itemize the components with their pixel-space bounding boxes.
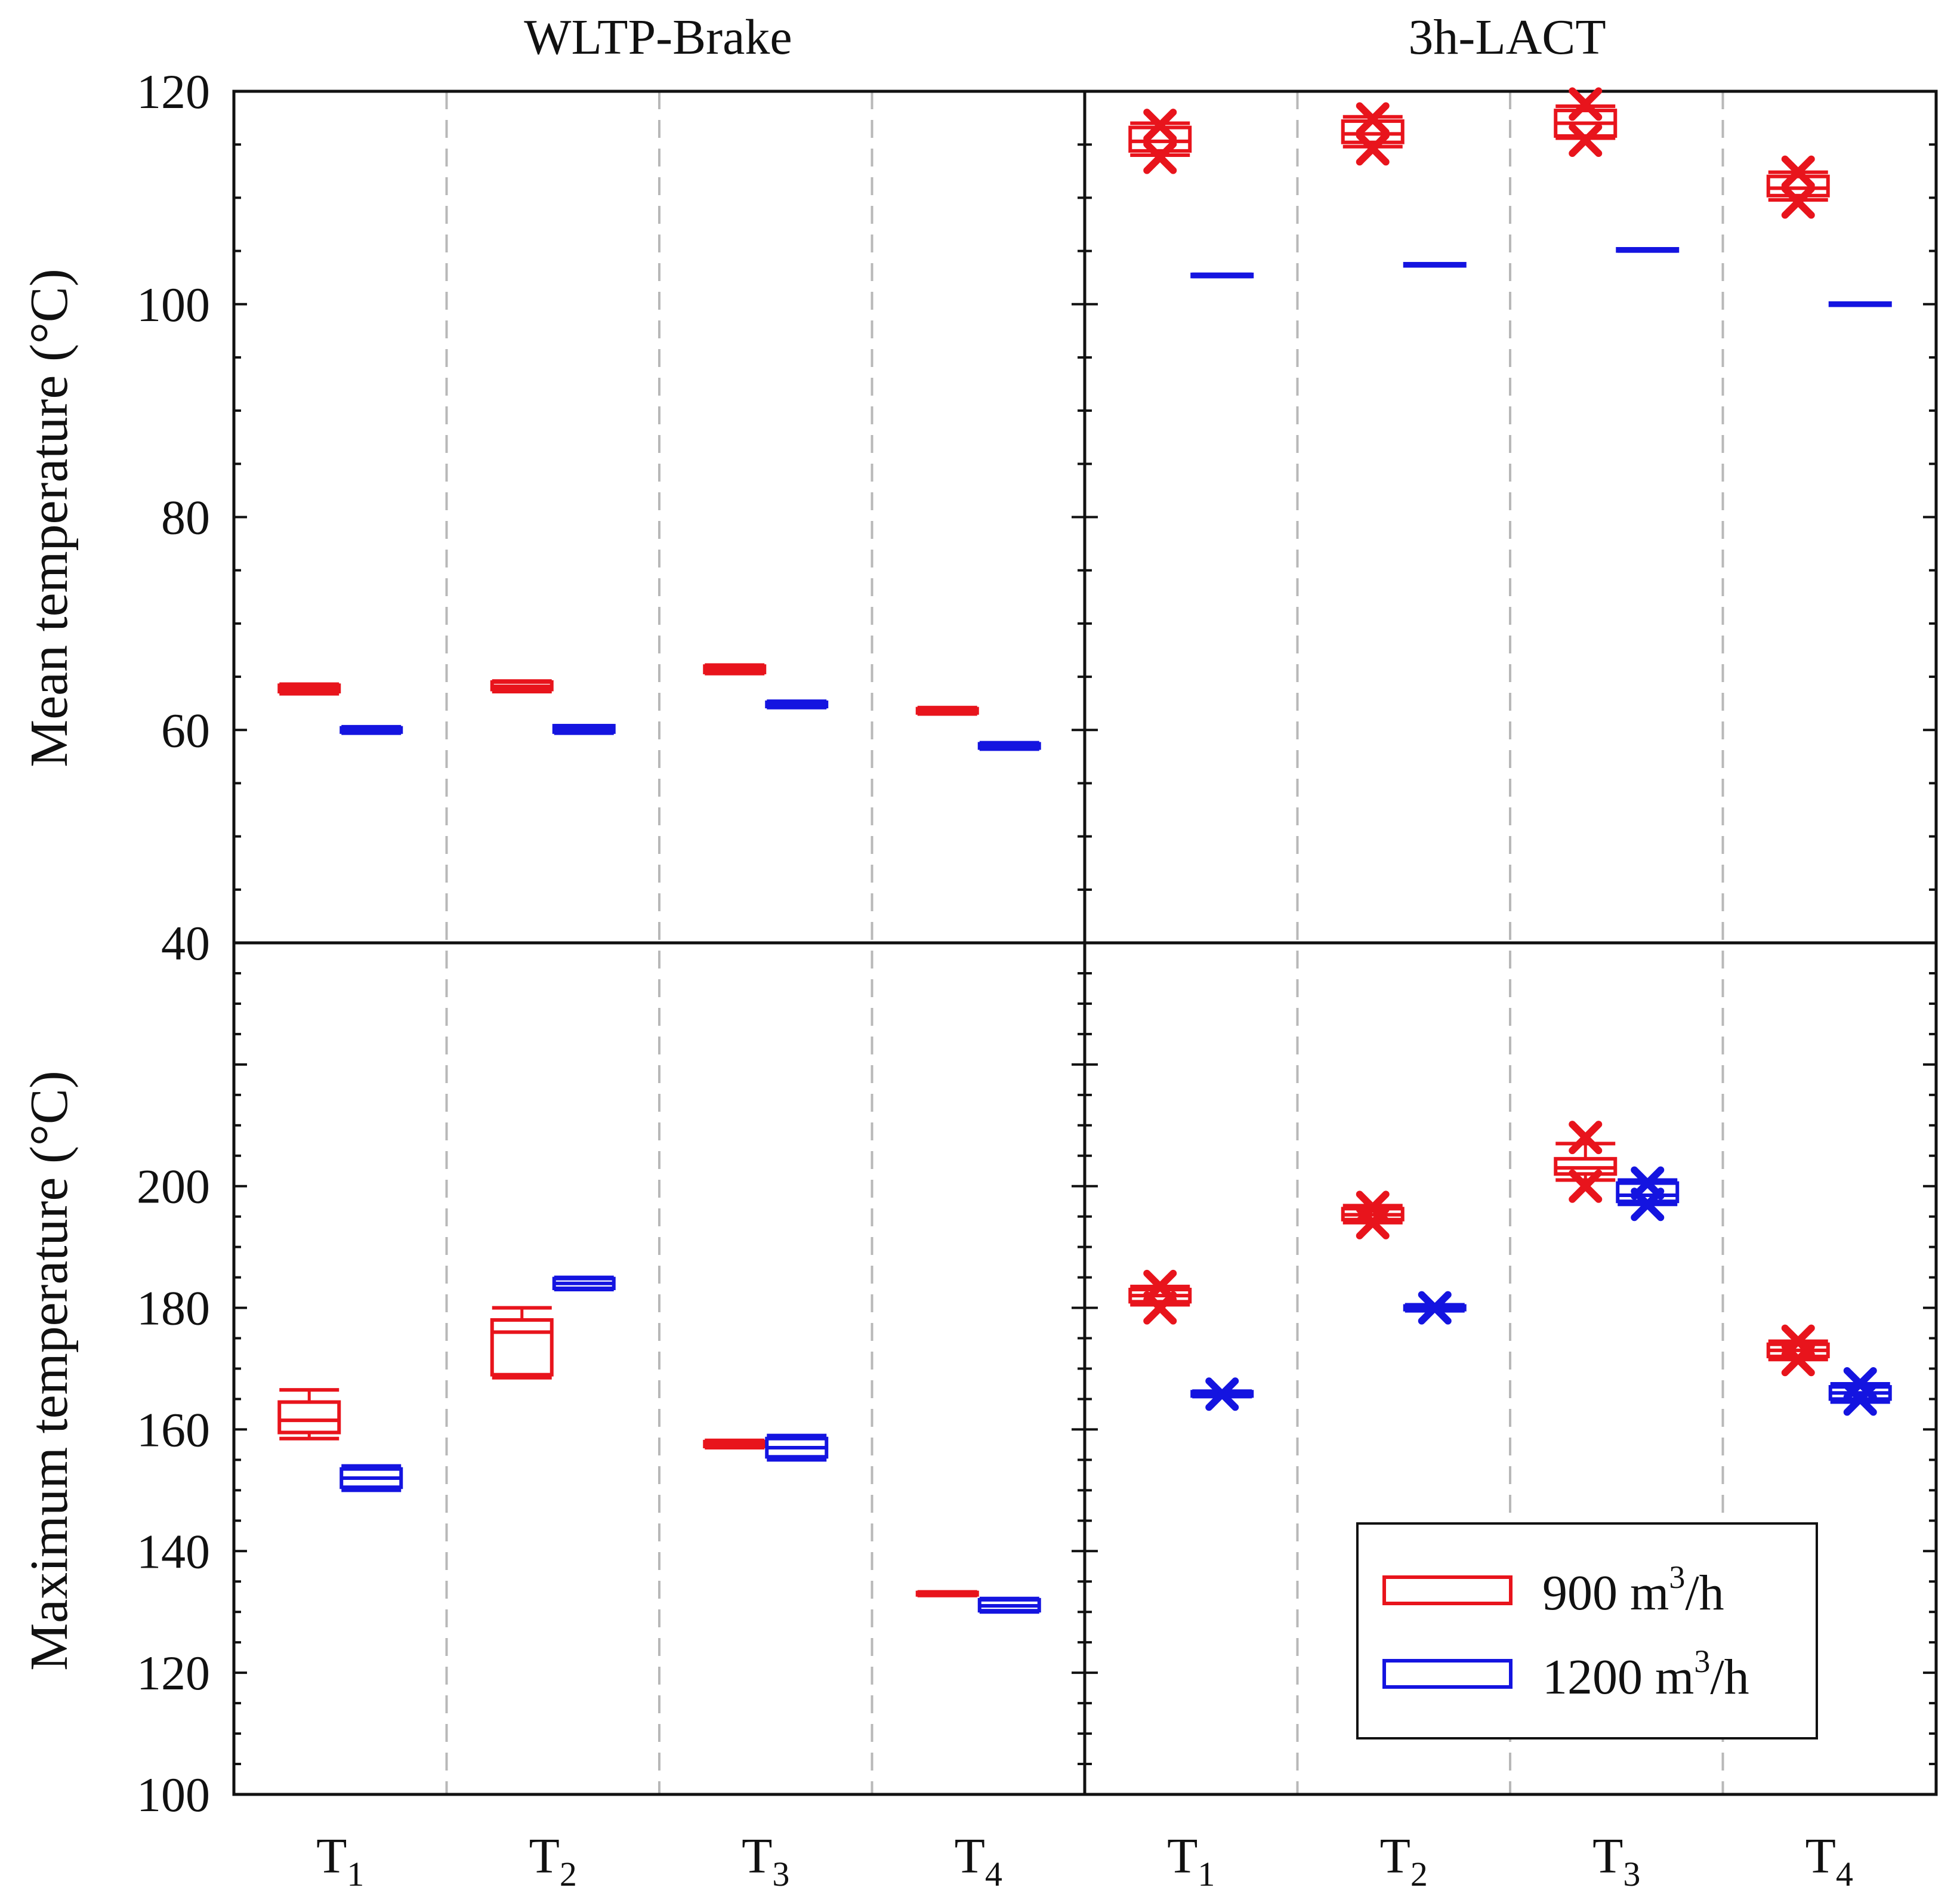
mean-box-7-series-1: [1554, 87, 1618, 158]
mean-box-3-series-1: [703, 663, 767, 676]
outlier-marker: [1356, 102, 1390, 136]
y-tick-label: 160: [137, 1402, 210, 1457]
outlier-marker: [1569, 124, 1603, 158]
column-title-lact: 3h-LACT: [1408, 10, 1606, 65]
max-box-7-series-1: [1554, 1121, 1618, 1203]
mean-box-8-series-1: [1766, 155, 1830, 219]
y-tick-label: 200: [137, 1159, 210, 1214]
plot-frame: [232, 90, 1938, 1796]
x-tick-label: T2: [1380, 1828, 1428, 1893]
y-tick-label: 120: [137, 1646, 210, 1700]
max-box-5-series-1: [1128, 1269, 1192, 1325]
max-box-6-series-2: [1403, 1291, 1467, 1325]
outlier-marker: [1356, 132, 1390, 166]
mean-box-6-series-2: [1403, 261, 1467, 268]
y-tick-label: 100: [137, 1768, 210, 1822]
mean-box-5-series-2: [1190, 272, 1254, 279]
mean-box-2-series-2: [552, 724, 616, 735]
mean-box-8-series-2: [1828, 301, 1892, 307]
y-tick-label: 60: [161, 703, 210, 757]
y-tick-label: 80: [161, 491, 210, 545]
max-box-6-series-1: [1341, 1190, 1405, 1239]
outlier-marker: [1569, 87, 1603, 121]
x-tick-label: T4: [955, 1828, 1002, 1893]
mean-box-2-series-1: [490, 679, 554, 694]
mean-box-3-series-2: [765, 699, 829, 710]
legend-label-1200: 1200 m3/h: [1542, 1643, 1749, 1705]
max-box-4-series-1: [915, 1590, 979, 1597]
outlier-marker: [1143, 1269, 1177, 1303]
max-box-4-series-2: [977, 1596, 1041, 1614]
y-tick-label: 180: [137, 1281, 210, 1336]
max-box-3-series-2: [765, 1433, 829, 1462]
max-box-5-series-2: [1190, 1377, 1254, 1411]
y-tick-label: 140: [137, 1524, 210, 1578]
max-box-2-series-2: [552, 1275, 616, 1291]
outlier-marker: [1418, 1291, 1452, 1325]
outlier-marker: [1356, 1190, 1390, 1225]
outlier-marker: [1569, 1169, 1603, 1203]
box-body: [277, 1400, 341, 1435]
axis-labels: WLTP-Brake 3h-LACT Mean temperature (°C)…: [20, 10, 1853, 1893]
outlier-marker: [1781, 185, 1815, 219]
outlier-marker: [1781, 155, 1815, 189]
outlier-marker: [1143, 109, 1177, 143]
legend-swatch-1200: [1382, 1659, 1513, 1689]
y-tick-label: 100: [137, 277, 210, 332]
legend-label-900: 900 m3/h: [1542, 1559, 1724, 1621]
outlier-marker: [1205, 1377, 1239, 1411]
box-marks: [277, 87, 1892, 1614]
column-title-wltp: WLTP-Brake: [524, 10, 792, 65]
mean-box-4-series-1: [915, 705, 979, 716]
x-tick-label: T3: [742, 1828, 789, 1893]
x-tick-label: T3: [1592, 1828, 1640, 1893]
y-tick-label: 40: [161, 916, 210, 970]
outlier-marker: [1569, 1121, 1603, 1155]
column-separators: [445, 91, 1724, 1794]
outlier-marker: [1843, 1367, 1877, 1401]
max-box-1-series-1: [277, 1388, 341, 1441]
y-tick-label: 120: [137, 64, 210, 119]
legend: 900 m3/h 1200 m3/h: [1356, 1522, 1818, 1739]
mean-box-1-series-1: [277, 682, 341, 696]
x-tick-label: T1: [316, 1828, 364, 1893]
max-box-2-series-1: [490, 1306, 554, 1380]
outlier-marker: [1631, 1166, 1665, 1200]
bottom-y-axis-label: Maximum temperature (°C): [20, 1071, 79, 1671]
x-tick-label: T4: [1805, 1828, 1853, 1893]
legend-swatch-900: [1382, 1575, 1513, 1605]
legend-box: [1356, 1522, 1818, 1739]
max-box-8-series-2: [1828, 1367, 1892, 1416]
x-tick-label: T2: [529, 1828, 577, 1893]
max-box-1-series-2: [339, 1464, 403, 1492]
max-box-7-series-2: [1616, 1166, 1680, 1222]
max-box-8-series-1: [1766, 1324, 1830, 1377]
mean-box-6-series-1: [1341, 102, 1405, 166]
mean-box-7-series-2: [1616, 246, 1680, 253]
max-box-3-series-1: [703, 1438, 767, 1450]
x-tick-label: T1: [1167, 1828, 1215, 1893]
outlier-marker: [1781, 1324, 1815, 1358]
outlier-marker: [1143, 140, 1177, 174]
mean-box-4-series-2: [977, 741, 1041, 751]
top-y-axis-label: Mean temperature (°C): [20, 269, 79, 767]
mean-box-1-series-2: [339, 724, 403, 735]
mean-box-5-series-1: [1128, 109, 1192, 174]
box-body: [490, 1318, 554, 1377]
